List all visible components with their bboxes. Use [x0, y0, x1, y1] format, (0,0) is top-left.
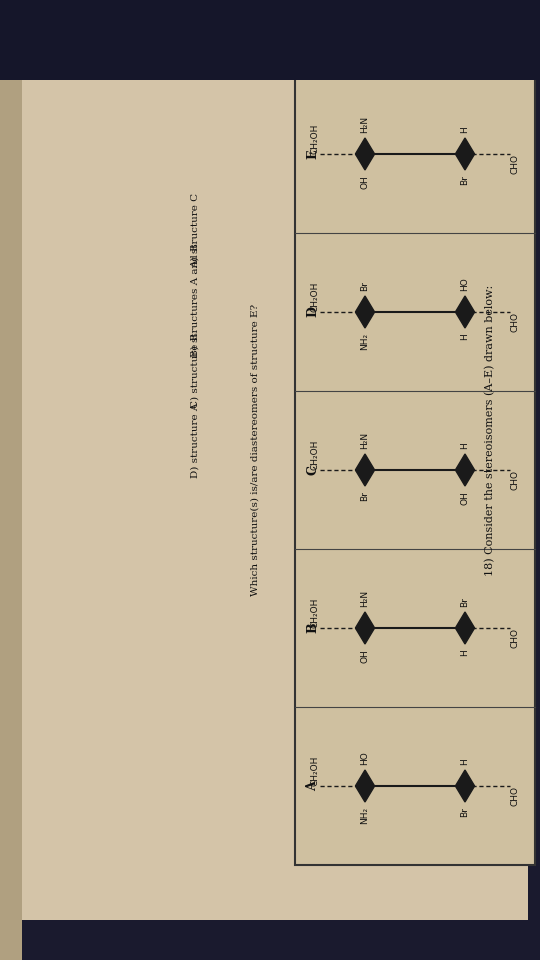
- Text: C) structure B: C) structure B: [191, 332, 199, 408]
- Text: HO: HO: [461, 277, 469, 291]
- Polygon shape: [455, 628, 475, 644]
- Polygon shape: [455, 770, 475, 786]
- FancyBboxPatch shape: [18, 20, 528, 920]
- Text: H₂N: H₂N: [361, 432, 369, 449]
- Text: B: B: [307, 623, 320, 634]
- Text: E: E: [307, 149, 320, 158]
- Polygon shape: [355, 612, 375, 628]
- Text: C: C: [307, 465, 320, 475]
- Text: H: H: [461, 758, 469, 765]
- Polygon shape: [455, 454, 475, 470]
- Text: H: H: [461, 127, 469, 133]
- Text: Br: Br: [461, 807, 469, 817]
- Polygon shape: [455, 312, 475, 328]
- Text: NH₂: NH₂: [361, 333, 369, 350]
- Text: A) structure C: A) structure C: [191, 192, 199, 268]
- Text: CH₂OH: CH₂OH: [310, 440, 320, 470]
- Text: 18) Consider the stereoisomers (A–E) drawn below:: 18) Consider the stereoisomers (A–E) dra…: [485, 284, 495, 576]
- Text: OH: OH: [361, 175, 369, 189]
- FancyBboxPatch shape: [0, 0, 540, 80]
- Text: H₂N: H₂N: [361, 589, 369, 607]
- Text: B) structures A and B: B) structures A and B: [191, 243, 199, 357]
- Text: H: H: [461, 443, 469, 449]
- Text: Br: Br: [361, 491, 369, 501]
- Text: Br: Br: [361, 281, 369, 291]
- Text: H₂N: H₂N: [361, 116, 369, 133]
- Text: CH₂OH: CH₂OH: [310, 281, 320, 312]
- Polygon shape: [455, 470, 475, 486]
- FancyBboxPatch shape: [0, 0, 22, 960]
- Text: CH₂OH: CH₂OH: [310, 124, 320, 154]
- Text: A: A: [307, 781, 320, 791]
- Text: Which structure(s) is/are diastereomers of structure E?: Which structure(s) is/are diastereomers …: [251, 304, 260, 596]
- Text: HO: HO: [361, 752, 369, 765]
- Text: CHO: CHO: [510, 786, 519, 806]
- Text: CH₂OH: CH₂OH: [310, 756, 320, 786]
- Text: CHO: CHO: [510, 154, 519, 174]
- Text: OH: OH: [461, 491, 469, 505]
- Polygon shape: [455, 154, 475, 170]
- Polygon shape: [355, 470, 375, 486]
- Polygon shape: [355, 312, 375, 328]
- Text: H: H: [461, 649, 469, 656]
- Text: D) structure A: D) structure A: [191, 402, 199, 478]
- Text: Br: Br: [461, 597, 469, 607]
- Polygon shape: [455, 612, 475, 628]
- Text: OH: OH: [361, 649, 369, 662]
- Polygon shape: [355, 154, 375, 170]
- Text: H: H: [461, 333, 469, 340]
- Polygon shape: [355, 628, 375, 644]
- Polygon shape: [355, 770, 375, 786]
- Text: CHO: CHO: [510, 470, 519, 490]
- Text: CHO: CHO: [510, 312, 519, 332]
- Polygon shape: [355, 138, 375, 154]
- Text: Br: Br: [461, 175, 469, 185]
- Text: CH₂OH: CH₂OH: [310, 598, 320, 628]
- Polygon shape: [455, 138, 475, 154]
- Polygon shape: [355, 786, 375, 802]
- Text: D: D: [307, 306, 320, 318]
- Text: NH₂: NH₂: [361, 807, 369, 824]
- Text: CHO: CHO: [510, 628, 519, 648]
- Polygon shape: [355, 296, 375, 312]
- Polygon shape: [355, 454, 375, 470]
- Polygon shape: [455, 296, 475, 312]
- Polygon shape: [455, 786, 475, 802]
- FancyBboxPatch shape: [295, 75, 535, 865]
